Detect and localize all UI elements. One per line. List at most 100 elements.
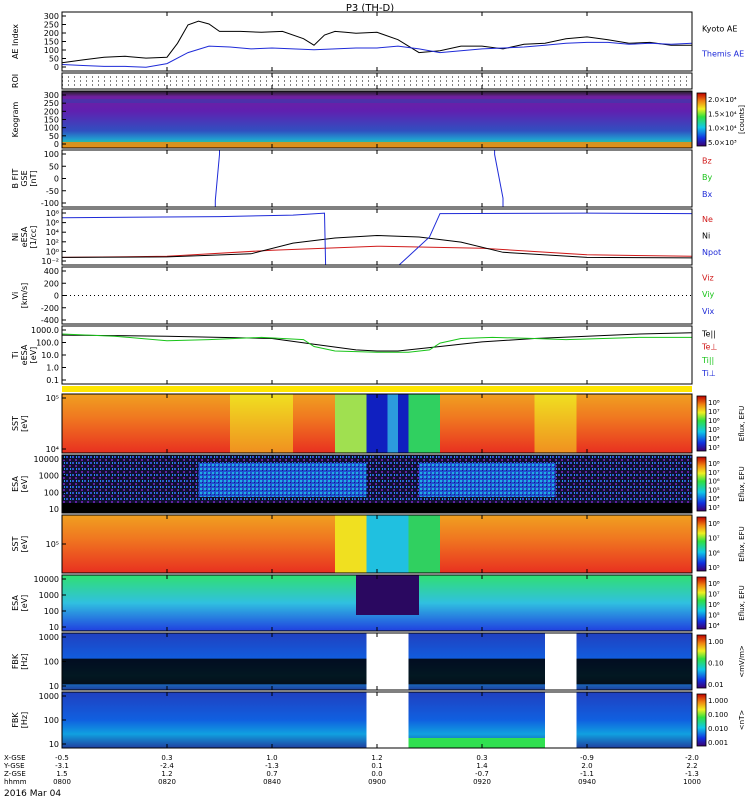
- fbk_e-ylabel: [Hz]: [20, 653, 29, 669]
- x-axis-tick-value: -1.3: [265, 762, 279, 770]
- sst-ion-block: [387, 394, 398, 453]
- sst-ion-block: [534, 394, 577, 453]
- fbk-b-gap: [545, 692, 577, 748]
- esa_electron-colorbar-label: Eflux, EFU: [738, 585, 746, 620]
- x-axis-tick-value: 0.0: [371, 770, 382, 778]
- sst_ion-colorbar-tick: 10⁷: [708, 408, 720, 416]
- temperature-legend-te: Te||: [701, 330, 716, 339]
- x-axis-annotations: X-GSEY-GSEZ-GSEhhmm-0.5-3.11.508000.3-2.…: [3, 754, 701, 786]
- sst_electron-colorbar-tick: 10⁷: [708, 535, 720, 543]
- x-axis-row-label: Y-GSE: [3, 762, 25, 770]
- sst-ion-block: [230, 394, 293, 453]
- fbk_b-ytick: 10: [49, 740, 59, 749]
- keogram-ytick: 200: [44, 107, 59, 116]
- bfit-ylabel: B FIT: [11, 168, 20, 188]
- fbk_e-colorbar-tick: 1.00: [708, 638, 724, 646]
- esa_ion-colorbar-tick: 10⁴: [708, 495, 720, 503]
- x-axis-tick-value: -1.1: [580, 770, 594, 778]
- sst-e-block: [408, 515, 440, 573]
- velocity-ytick: 200: [44, 279, 59, 288]
- temperature-series-te: [61, 332, 693, 352]
- fbk_e-colorbar-label: <mV/m>: [738, 645, 746, 678]
- sst_ion-colorbar-tick: 10⁶: [708, 417, 720, 425]
- fbk_b-ylabel: FBK: [11, 712, 20, 728]
- ae-ytick: 300: [44, 12, 59, 21]
- x-axis-tick-value: 0820: [158, 778, 176, 786]
- esa_electron-ylabel: ESA: [11, 595, 20, 611]
- fbk_b-ytick: 1000: [39, 692, 59, 701]
- ae-ytick: 50: [49, 55, 59, 64]
- fbk-e-gap: [366, 633, 409, 690]
- sst_electron-colorbar-label: Eflux, EFU: [738, 526, 746, 561]
- esa_ion-ytick: 10000: [34, 455, 59, 464]
- x-axis-row-label: hhmm: [4, 778, 27, 786]
- sst_electron-ylabel: [eV]: [20, 536, 29, 553]
- density-legend-ne: Ne: [702, 215, 713, 224]
- esa_electron-ylabel: [eV]: [20, 595, 29, 612]
- density-ytick: 10⁴: [46, 228, 59, 237]
- temperature-legend-ti: Ti||: [701, 356, 714, 365]
- velocity-ytick: 0: [54, 292, 59, 301]
- sst_electron-colorbar-tick: 10⁶: [708, 549, 720, 557]
- bfit-ytick: 0: [54, 175, 59, 184]
- esa_ion-colorbar-tick: 10⁸: [708, 460, 720, 468]
- x-axis-tick-value: 0.7: [266, 770, 277, 778]
- fbk_e-ytick: 100: [44, 658, 59, 667]
- bfit-ytick: 100: [44, 150, 59, 159]
- velocity-ylabel: [km/s]: [20, 283, 29, 309]
- static-decor: [62, 76, 692, 748]
- x-axis-row-label: X-GSE: [4, 754, 26, 762]
- sst_ion-ylabel: SST: [11, 416, 20, 431]
- x-axis-tick-value: 1.2: [161, 770, 172, 778]
- sst_electron-colorbar-tick: 10⁸: [708, 520, 720, 528]
- velocity-ytick: -200: [41, 304, 59, 313]
- ae-ytick: 200: [44, 29, 59, 38]
- x-axis-tick-value: 1.0: [266, 754, 277, 762]
- esa_ion-colorbar-tick: 10⁵: [708, 486, 720, 494]
- x-axis-tick-value: 1000: [683, 778, 701, 786]
- ae-ytick: 100: [44, 46, 59, 55]
- x-axis-tick-value: 1.4: [476, 762, 488, 770]
- esa_ion-ytick: 10: [49, 505, 59, 514]
- temperature-legend-ti: Ti⊥: [701, 369, 716, 378]
- temperature-frame: [61, 325, 693, 385]
- density-ylabel: Ni: [11, 233, 20, 241]
- ae-series-kyotoae: [61, 20, 692, 64]
- chart-title: P3 (TH-D): [346, 3, 394, 14]
- esa_ion-ytick: 100: [44, 488, 59, 497]
- sst-e-block: [335, 515, 367, 573]
- esa_electron-ytick: 100: [44, 607, 59, 616]
- density-legend-ni: Ni: [702, 232, 710, 241]
- x-axis-tick-value: -0.7: [475, 770, 489, 778]
- temperature-legend-te: Te⊥: [701, 343, 717, 352]
- density-series-ne: [61, 245, 693, 258]
- keogram-band: [62, 99, 692, 103]
- esa_electron-colorbar: [696, 576, 707, 630]
- esa_ion-ylabel: [eV]: [20, 476, 29, 493]
- density-ytick: 10⁻²: [41, 257, 59, 266]
- velocity-legend-viz: Viz: [702, 273, 714, 282]
- keogram-colorbar-tick: 1.5×10⁴: [708, 110, 737, 118]
- fbk_e-colorbar-tick: 0.10: [708, 660, 724, 668]
- temperature-ylabel: eESA: [20, 344, 29, 365]
- keogram-ytick: 300: [44, 91, 59, 100]
- velocity-frame: [61, 266, 693, 325]
- ae-ytick: 0: [54, 63, 59, 72]
- keogram-colorbar: [696, 92, 707, 147]
- temperature-ytick: 0.1: [46, 376, 59, 385]
- keogram-ylabel: Keogram: [11, 101, 20, 137]
- x-axis-tick-value: 0.3: [161, 754, 172, 762]
- x-axis-tick-value: 0.3: [476, 754, 487, 762]
- sst_electron-colorbar-tick: 10⁵: [708, 564, 720, 572]
- density-ylabel: [1/cc]: [29, 226, 38, 249]
- sst_ion-ytick: 10⁵: [46, 394, 59, 403]
- bfit-frame: [61, 149, 693, 208]
- keogram-ytick: 0: [54, 140, 59, 149]
- bfit-legend-by: By: [702, 173, 712, 182]
- x-axis-tick-value: 2.0: [581, 762, 592, 770]
- esa_electron-colorbar-tick: 10⁸: [708, 580, 720, 588]
- keogram-colorbar-label: [counts]: [738, 105, 746, 134]
- density-ytick: 10⁸: [46, 209, 59, 218]
- fbk-e-gap: [545, 633, 577, 690]
- bfit-legend-bx: Bx: [702, 190, 712, 199]
